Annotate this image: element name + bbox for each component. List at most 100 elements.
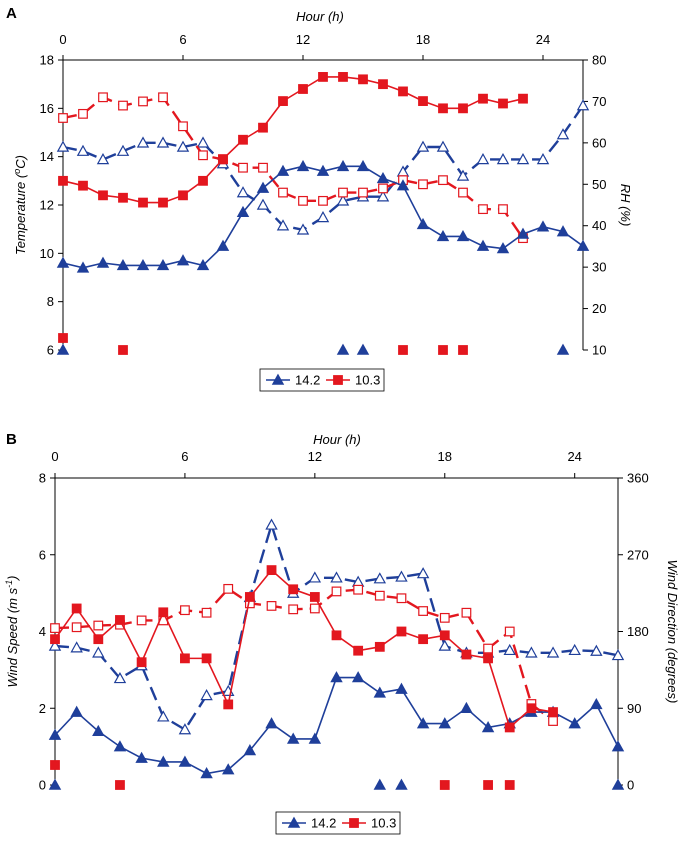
data-point [536,220,550,232]
data-point [395,570,408,582]
data-point [178,121,188,132]
data-point [116,258,130,271]
legend-swatch-marker [287,816,301,828]
data-point [236,205,250,218]
data-point [351,671,365,683]
y-right-tick-label: 180 [627,624,649,639]
data-point [158,92,168,103]
data-point [416,717,430,729]
data-point [196,258,210,271]
y-left-tick-label: 4 [39,624,46,639]
data-point [76,261,90,273]
data-point [498,98,508,109]
data-point [96,152,110,165]
series-line [54,587,554,722]
data-point [258,162,268,173]
data-point [576,239,590,251]
data-point [157,755,170,767]
data-point [116,144,130,156]
data-point [258,122,268,133]
legend-label: 14.2 [295,373,320,388]
y-left-label-superscript: -1 [4,580,14,588]
data-point [378,79,388,90]
data-point [278,187,288,198]
y-left-axis-label: Temperature (oC) [12,155,28,255]
panel-label: A [6,5,17,22]
data-point [316,164,330,176]
data-point [276,219,290,231]
data-point [216,239,230,251]
series-14-2-wind-speed [48,671,625,779]
data-point [396,593,407,604]
bottom-marker [336,343,350,355]
data-point [92,724,105,737]
data-point [96,256,110,268]
data-point [223,699,234,710]
data-point [93,620,104,631]
series-10-3-wind-speed [50,565,558,733]
data-point [266,601,277,611]
data-point [331,586,342,597]
data-point [483,643,493,654]
y-left-tick-label: 12 [40,198,54,213]
data-point [496,242,510,254]
panel-a: A Hour (h) 0 6 12 18 24 6 8 10 12 14 16 18 10 20 30 40 50 6… [6,5,633,392]
data-point [353,645,364,656]
data-point [611,740,625,752]
data-point [136,657,147,668]
data-point [518,93,528,104]
data-point [158,607,169,618]
data-point [70,641,83,653]
data-point [309,603,320,614]
data-point [265,717,278,729]
x-axis-label: Hour (h) [313,432,361,447]
y-right-tick-label: 10 [592,343,606,358]
data-point [416,140,430,152]
series-10-3-wind-direction [50,583,558,726]
y-left-tick-label: 0 [39,778,46,793]
data-point [56,256,70,268]
panel-label: B [6,431,17,448]
data-point [590,644,603,656]
series-14-2-temperature [56,159,590,273]
data-point [157,710,170,722]
data-point [76,144,90,156]
data-point [178,190,188,201]
y-left-tick-label: 18 [40,53,54,68]
x-tick-label: 0 [51,449,58,464]
data-point [358,187,368,198]
data-point [611,648,625,661]
data-point [178,723,192,735]
data-point [336,159,350,172]
x-tick-label: 6 [181,449,188,464]
bottom-marker [373,778,387,790]
legend: 14.2 10.3 [259,368,385,392]
data-point [286,732,300,744]
y-left-tick-label: 8 [39,471,46,486]
data-point [200,767,213,779]
data-point [92,646,105,658]
legend-swatch-marker [349,818,359,828]
data-point [156,258,170,271]
series-line [54,520,619,732]
x-tick-label: 12 [296,32,310,47]
bottom-marker [439,780,450,790]
data-point [418,634,429,645]
data-point [456,169,470,181]
data-point [398,86,408,97]
y-left-tick-label: 6 [39,547,46,562]
data-point [196,136,210,148]
bottom-marker [483,780,493,790]
data-point [503,643,516,656]
data-point [416,567,430,579]
data-point [98,190,108,201]
data-point [98,92,108,103]
data-point [136,615,147,626]
data-point [198,175,208,186]
data-point [158,197,168,208]
data-point [222,763,235,775]
y-right-tick-label: 30 [592,260,606,275]
data-point [556,225,570,237]
y-left-tick-label: 8 [47,294,54,309]
data-point [378,183,388,194]
